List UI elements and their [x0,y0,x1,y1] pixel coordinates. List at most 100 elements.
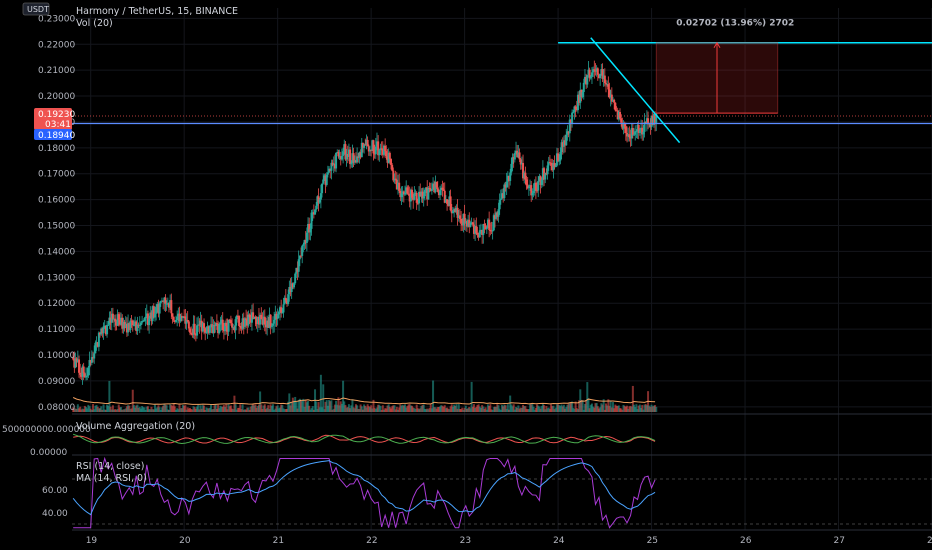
candle-body [135,321,138,332]
volume-bar [93,409,96,412]
candle-body [654,113,657,125]
volume-bar [283,409,286,412]
volume-bar [526,409,529,412]
volume-bar [470,381,473,412]
candle-body [375,141,378,147]
volume-bar [380,409,383,412]
candle-body [636,124,639,132]
candle-body [467,219,470,227]
volume-bar [90,409,93,412]
candle-body [478,230,481,238]
volume-bar [429,404,432,412]
volume-bar [441,405,444,412]
volume-bar [455,404,458,412]
volume-bar [586,382,589,412]
volume-bar [550,404,553,412]
volume-bar [227,404,230,412]
price-tick-label: 0.09000 [38,377,75,387]
candle-body [586,75,589,85]
volume-bar [281,405,284,412]
volume-bar [153,404,156,412]
candle-body [404,192,407,195]
volume-bar [434,407,437,412]
volume-bar [208,407,211,412]
volume-bar [166,409,169,412]
candle-body [470,222,473,224]
volume-bar [401,404,404,412]
price-tick-label: 0.20000 [38,92,75,102]
candle-body [266,320,269,328]
rsi-ma-line [72,460,656,516]
volume-bar [354,404,357,412]
volume-bar [196,406,199,412]
last-price-badge [34,108,72,130]
candle-body [491,230,494,232]
volume-bar [569,402,572,412]
volume-bar [548,408,551,412]
candle-body [505,181,508,188]
candle-body [458,215,461,219]
candle-body [562,140,565,147]
candle-body [465,221,468,227]
volume-bar [330,400,333,412]
price-tick-label: 0.18000 [38,144,75,154]
volume-bar [384,408,387,412]
volume-aggregation-red-line [73,434,656,444]
candle-body [485,227,488,230]
volume-bar [547,407,550,412]
volume-bar [360,406,363,412]
volume-bar [382,409,385,412]
candle-body [170,300,173,314]
volume-bar [242,409,245,412]
volume-bar [260,404,263,412]
volume-bar [482,406,485,412]
candle-body [113,318,116,320]
volume-bar [274,408,277,412]
candle-body [499,198,502,200]
volume-bar [517,405,520,412]
price-axis[interactable]: 0.230000.220000.210000.200000.190000.180… [38,14,75,412]
volume-bar [187,408,190,412]
volume-bar [398,407,401,412]
volume-bar [389,408,392,412]
candle-body [131,320,134,326]
volume-bar [613,408,616,412]
volume-bar [149,409,152,412]
time-tick-label: 24 [553,536,565,546]
currency-badge-box[interactable] [22,2,50,16]
candle-body [360,142,363,158]
candle-body [596,68,599,75]
volume-bar [622,404,625,412]
candle-body [73,359,76,368]
volume-bar [513,409,516,412]
volume-bar [291,397,294,412]
volume-bar [215,408,218,412]
trendline[interactable] [590,37,681,144]
price-tick-label: 0.21000 [38,66,75,76]
candle-body [371,140,374,151]
candle-body [492,215,495,231]
candle-body [401,191,404,194]
candle-body [525,179,528,186]
volume-bar [241,404,244,412]
volume-bar [404,404,407,412]
time-axis[interactable]: 19 20 21 22 23 24 25 26 27 28 [86,536,932,546]
volume-bar [212,408,215,412]
candle-body [289,287,292,292]
candle-body [370,149,373,151]
candle-body [497,209,500,217]
candle-body [254,316,257,318]
candle-body [174,320,177,323]
volume-bar [331,409,334,412]
candle-body [427,187,430,200]
volume-bar [524,406,527,412]
volume-bar [648,405,651,412]
candle-body [655,113,658,125]
measure-box[interactable] [655,41,779,114]
volume-bar [232,409,235,412]
volume-bar [397,409,400,412]
volume-bar [264,409,267,412]
volume-aggregation-tick-zero: 0.00000 [30,448,67,458]
candle-body [308,223,311,233]
